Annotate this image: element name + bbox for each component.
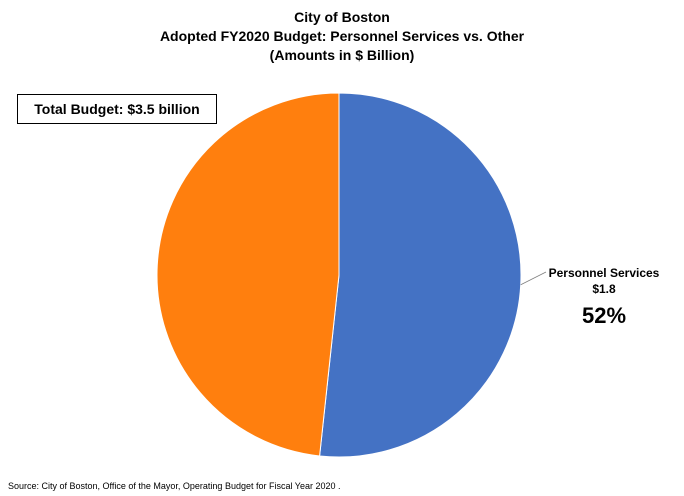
chart-title-line-1: City of Boston bbox=[294, 9, 390, 25]
leader-line-personnel-services bbox=[520, 271, 547, 286]
source-note: Source: City of Boston, Office of the Ma… bbox=[8, 481, 341, 491]
chart-title: City of Boston Adopted FY2020 Budget: Pe… bbox=[0, 8, 684, 65]
pie-slice-personnel-services bbox=[319, 92, 522, 458]
chart-title-line-3: (Amounts in $ Billion) bbox=[269, 47, 415, 63]
slice-label-percent: 52% bbox=[581, 303, 627, 328]
slice-label-value: $1.8 bbox=[592, 282, 616, 296]
pie-slice-other bbox=[156, 92, 340, 457]
chart-title-line-2: Adopted FY2020 Budget: Personnel Service… bbox=[159, 28, 525, 44]
total-budget-annotation: Total Budget: $3.5 billion bbox=[17, 94, 217, 124]
slice-label-personnel-services: Personnel Services $1.8 52% bbox=[539, 265, 669, 331]
slice-label-name: Personnel Services bbox=[548, 266, 660, 280]
